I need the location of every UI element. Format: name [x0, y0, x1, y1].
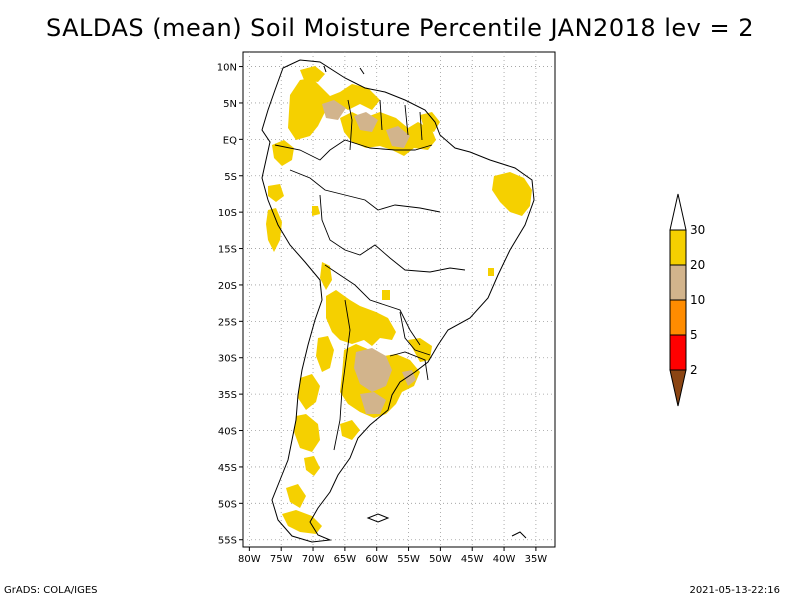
- longitude-label: 55W: [397, 554, 420, 565]
- longitude-label: 75W: [270, 554, 293, 565]
- longitude-label: 35W: [525, 554, 548, 565]
- latitude-label: 25S: [218, 317, 237, 328]
- longitude-label: 40W: [493, 554, 516, 565]
- latitude-axis: 10N 5N EQ 5S 10S 15S 20S 25S 30S 35S 40S 45S 50S 55S: [217, 63, 243, 547]
- latitude-label: 10S: [218, 208, 237, 219]
- latitude-label: 10N: [217, 63, 237, 74]
- legend-label: 20: [690, 258, 705, 272]
- color-legend: [669, 193, 687, 407]
- longitude-label: 50W: [429, 554, 452, 565]
- latitude-label: 5N: [223, 99, 237, 110]
- map-title: SALDAS (mean) Soil Moisture Percentile J…: [45, 14, 755, 42]
- latitude-label: 45S: [218, 463, 237, 474]
- latitude-label: 20S: [218, 281, 237, 292]
- percentile-20-30-areas: [266, 66, 532, 534]
- legend-label: 5: [690, 328, 698, 342]
- country-borders: [274, 99, 466, 451]
- latitude-label: 15S: [218, 245, 237, 256]
- legend-label: 2: [690, 363, 698, 377]
- latitude-label: 5S: [224, 172, 237, 183]
- legend-label: 30: [690, 223, 705, 237]
- footer-timestamp: 2021-05-13-22:16: [689, 585, 780, 596]
- legend-swatch-20-30: [669, 229, 687, 266]
- longitude-label: 60W: [365, 554, 388, 565]
- latitude-label: 55S: [218, 536, 237, 547]
- longitude-axis: 80W 75W 70W 65W 60W 55W 50W 45W 40W 35W: [238, 547, 547, 565]
- legend-triangle-above: [669, 193, 687, 231]
- legend-label: 10: [690, 293, 705, 307]
- latitude-label: 40S: [218, 427, 237, 438]
- longitude-label: 70W: [302, 554, 325, 565]
- legend-labels: 30 20 10 5 2: [690, 223, 705, 377]
- latitude-label: EQ: [223, 135, 237, 146]
- small-features: [323, 65, 527, 539]
- longitude-label: 45W: [461, 554, 484, 565]
- longitude-label: 65W: [334, 554, 357, 565]
- latitude-label: 35S: [218, 390, 237, 401]
- footer-credit: GrADS: COLA/IGES: [4, 585, 98, 596]
- legend-triangle-below: [669, 369, 687, 407]
- longitude-label: 80W: [238, 554, 261, 565]
- latitude-label: 30S: [218, 354, 237, 365]
- legend-swatch-2-5: [669, 334, 687, 371]
- latitude-label: 50S: [218, 499, 237, 510]
- legend-swatch-5-10: [669, 299, 687, 336]
- legend-swatch-10-20: [669, 264, 687, 301]
- south-america-coastline: [261, 59, 535, 543]
